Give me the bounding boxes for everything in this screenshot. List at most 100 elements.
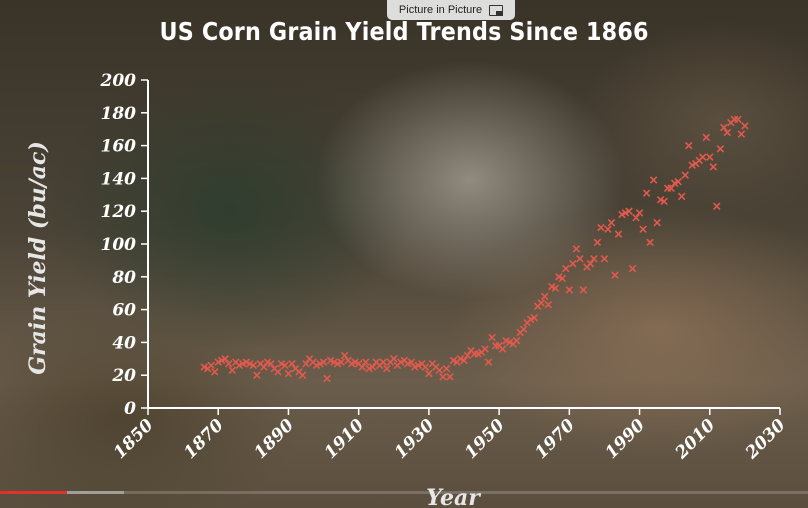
y-tick-label: 200 (100, 71, 137, 91)
data-point (632, 213, 640, 222)
data-point (484, 358, 493, 366)
data-point (368, 363, 377, 371)
data-point (435, 366, 444, 375)
data-point (379, 358, 388, 366)
data-point (660, 197, 668, 206)
data-point (597, 223, 605, 232)
data-point (716, 145, 725, 153)
data-point (569, 259, 577, 268)
data-point (302, 359, 310, 368)
data-point (530, 314, 538, 322)
data-point (628, 264, 637, 273)
data-point (519, 325, 528, 334)
data-point (586, 259, 595, 268)
data-point (579, 286, 588, 294)
y-tick-label: 160 (101, 137, 137, 157)
data-point (442, 364, 451, 373)
x-tick-label: 1870 (180, 415, 228, 463)
data-point (600, 254, 609, 263)
data-point (382, 364, 391, 373)
data-point (551, 284, 560, 293)
data-point (224, 359, 233, 368)
data-point (590, 254, 598, 263)
x-tick-label: 1950 (461, 415, 509, 463)
data-point (298, 371, 307, 379)
data-point (709, 163, 718, 171)
x-tick-label: 1910 (321, 415, 369, 463)
data-point (407, 358, 416, 366)
x-tick-label: 2010 (671, 415, 719, 463)
data-point (646, 238, 654, 247)
data-point (639, 225, 647, 234)
x-tick-label: 1930 (391, 415, 439, 463)
picture-in-picture-label: Picture in Picture (398, 4, 483, 16)
data-point (267, 359, 275, 368)
x-axis-ticks: 1850 1870 1890 1910 1930 1950 1970 1990 2010 2030 (110, 408, 790, 464)
data-points (200, 115, 749, 383)
data-point (642, 189, 651, 197)
picture-in-picture-icon (489, 4, 504, 16)
data-point (281, 361, 289, 370)
x-tick-label: 1890 (250, 415, 298, 463)
data-point (288, 359, 296, 368)
data-point (361, 358, 370, 366)
data-point (684, 141, 693, 150)
data-point (702, 133, 711, 142)
data-point (576, 254, 584, 263)
data-point (635, 209, 644, 217)
picture-in-picture-button[interactable]: Picture in Picture (387, 0, 515, 20)
data-point (512, 336, 521, 345)
data-point (319, 358, 328, 366)
data-point (260, 363, 268, 371)
video-progress-bar[interactable] (0, 491, 808, 494)
data-point (439, 373, 447, 381)
data-point (677, 192, 686, 201)
data-point (323, 374, 331, 383)
data-point (221, 355, 230, 363)
data-point (425, 369, 433, 378)
data-point (674, 177, 682, 186)
data-point (446, 373, 454, 381)
y-tick-label: 180 (101, 104, 137, 124)
chart-axes (147, 80, 780, 409)
data-point (562, 264, 570, 273)
data-point (653, 218, 661, 227)
data-point (706, 153, 714, 161)
data-point (734, 115, 742, 124)
y-tick-label: 140 (101, 169, 137, 189)
data-point (540, 292, 549, 301)
y-tick-label: 120 (101, 202, 137, 222)
data-point (421, 363, 430, 371)
data-point (611, 271, 619, 279)
data-point (337, 358, 345, 366)
progress-played (0, 491, 68, 494)
data-point (720, 123, 728, 132)
x-tick-label: 1850 (110, 415, 158, 463)
y-axis-ticks: 0 20 40 60 80 100 120 140 160 180 200 (100, 71, 148, 419)
y-tick-label: 0 (124, 399, 136, 419)
data-point (607, 218, 616, 227)
data-point (565, 286, 574, 294)
y-tick-label: 20 (111, 366, 136, 386)
data-point (667, 184, 675, 193)
data-point (649, 176, 658, 184)
chart-title: US Corn Grain Yield Trends Since 1866 (159, 17, 649, 46)
data-point (537, 299, 546, 307)
data-point (698, 153, 707, 161)
data-point (274, 368, 282, 376)
data-point (463, 351, 472, 360)
y-tick-label: 100 (101, 235, 137, 255)
data-point (741, 122, 749, 130)
data-point (249, 361, 258, 370)
data-point (340, 351, 349, 360)
data-point (284, 369, 293, 378)
data-point (358, 363, 366, 371)
data-point (572, 245, 581, 253)
y-tick-label: 80 (111, 268, 136, 288)
y-tick-label: 40 (112, 333, 136, 353)
x-axis-label: Year (426, 485, 481, 508)
x-tick-label: 1970 (531, 415, 579, 463)
data-point (253, 371, 261, 379)
